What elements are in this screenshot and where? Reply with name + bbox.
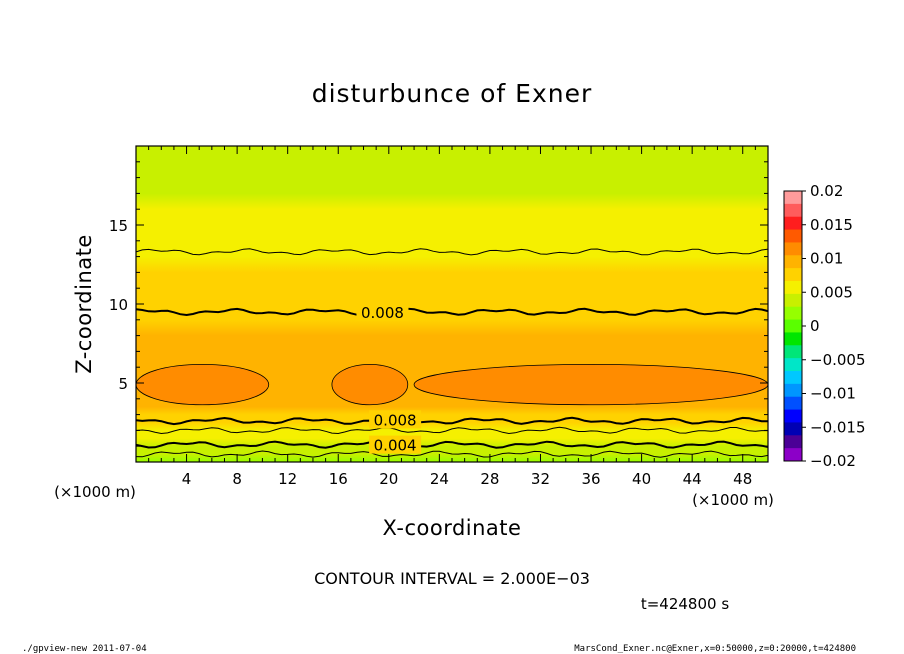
x-tick-label: 32 [531, 470, 550, 488]
x-axis-label: X-coordinate [383, 516, 522, 540]
colorbar-swatch [784, 358, 802, 372]
colorbar-swatch [784, 242, 802, 256]
x-tick-label: 20 [379, 470, 398, 488]
colorbar-tick-label: 0.02 [810, 182, 843, 200]
colorbar-tick-label: 0.01 [810, 250, 843, 268]
colorbar-tick-label: 0.015 [810, 216, 853, 234]
colorbar-swatch [784, 306, 802, 321]
contour-label: 0.004 [374, 437, 417, 455]
colorbar-swatch [784, 383, 802, 398]
x-tick-label: 4 [182, 470, 192, 488]
colorbar-tick-label: −0.02 [810, 452, 856, 470]
colorbar-swatch [784, 229, 802, 243]
colorbar-swatch [784, 409, 802, 423]
contour-line [136, 440, 768, 449]
contour-label-bg [356, 302, 409, 321]
colorbar-swatch [784, 345, 802, 359]
colorbar-tick-label: 0 [810, 317, 820, 335]
x-axis-ticks: 4 8 12 16 20 24 28 32 36 40 44 48 [148, 146, 756, 488]
contour-line [136, 426, 768, 435]
contour-label: 0.008 [361, 304, 404, 322]
footer-left: ./gpview-new 2011-07-04 [22, 644, 147, 654]
colorbar-swatch [784, 332, 802, 346]
colorbar-swatch [784, 255, 802, 269]
colorbar [783, 190, 803, 462]
y-tick-label: 15 [109, 217, 128, 235]
colorbar-swatch [784, 422, 802, 436]
x-tick-label: 44 [683, 470, 702, 488]
x-unit-right: (×1000 m) [692, 491, 774, 509]
colorbar-swatch [784, 448, 802, 462]
contour-label-bg [369, 410, 422, 429]
colorbar-swatch [784, 281, 802, 295]
chart-title: disturbunce of Exner [312, 79, 593, 108]
high-value-cell [331, 364, 409, 406]
high-value-cell [136, 364, 270, 406]
colorbar-swatch [784, 396, 802, 411]
colorbar-tick-label: −0.01 [810, 385, 856, 403]
y-axis-ticks: 5 10 15 [109, 161, 768, 447]
colorbar-swatch [784, 319, 802, 333]
colorbar-tick-label: −0.015 [810, 418, 866, 436]
contour-label: 0.008 [374, 411, 417, 429]
x-tick-label: 16 [329, 470, 348, 488]
x-tick-label: 12 [278, 470, 297, 488]
x-tick-label: 8 [232, 470, 242, 488]
x-tick-label: 48 [733, 470, 752, 488]
colorbar-swatch [784, 203, 802, 218]
contour-line [136, 416, 768, 426]
x-tick-label: 24 [430, 470, 449, 488]
time-label: t=424800 s [641, 595, 729, 613]
colorbar-swatch [784, 371, 802, 385]
x-tick-label: 40 [632, 470, 651, 488]
contour-line [136, 307, 768, 317]
x-unit-left: (×1000 m) [54, 483, 136, 501]
x-tick-label: 28 [480, 470, 499, 488]
contour-line [136, 248, 768, 256]
y-tick-label: 5 [118, 375, 128, 393]
y-tick-label: 10 [109, 296, 128, 314]
contour-label-bg [369, 435, 422, 454]
y-axis-label: Z-coordinate [72, 234, 96, 374]
plot-area [136, 146, 768, 462]
colorbar-swatch [784, 293, 802, 308]
x-tick-label: 36 [581, 470, 600, 488]
colorbar-swatch [784, 268, 802, 282]
contour-labels: 0.008 0.008 0.004 [356, 302, 422, 455]
high-value-cell [413, 364, 768, 406]
colorbar-swatch [784, 191, 802, 205]
field-fill [136, 146, 768, 462]
high-value-cells [136, 364, 768, 406]
contour-interval-text: CONTOUR INTERVAL = 2.000E−03 [314, 569, 590, 588]
colorbar-tick-label: −0.005 [810, 351, 866, 369]
contour-lines [136, 248, 768, 458]
colorbar-tick-label: 0.005 [810, 283, 853, 301]
colorbar-tick-labels: 0.02 0.015 0.01 0.005 0 −0.005 −0.01 −0.015 −0.0… [802, 182, 866, 470]
colorbar-swatch [784, 216, 802, 231]
contour-line [136, 450, 768, 458]
colorbar-swatch [784, 435, 802, 449]
footer-right: MarsCond_Exner.nc@Exner,x=0:50000,z=0:20… [574, 644, 856, 654]
